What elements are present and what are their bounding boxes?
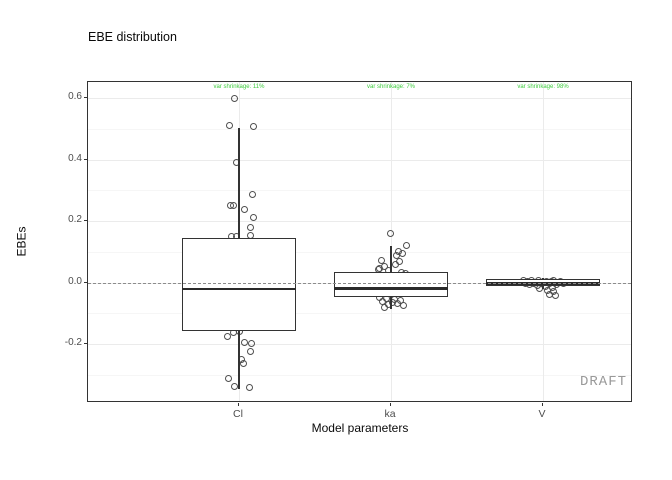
plot-panel: var shrinkage: 11% var shrinkage: 7% var s…: [87, 81, 632, 402]
whisker-lower: [390, 296, 392, 309]
gridline-major: [88, 98, 631, 99]
whisker-lower: [542, 285, 544, 290]
y-tick-label: 0.4: [68, 152, 82, 164]
shrinkage-annotation: var shrinkage: 98%: [517, 84, 569, 90]
y-tick-mark: [84, 281, 87, 283]
zero-reference-line: [88, 282, 631, 284]
y-tick-mark: [84, 158, 87, 160]
jitter-point: [245, 384, 253, 392]
jitter-point: [402, 242, 410, 250]
y-axis-title: EBEs: [14, 226, 29, 257]
x-tick-label: Cl: [233, 408, 243, 420]
boxplot-median: [182, 287, 296, 291]
whisker-lower: [238, 331, 240, 389]
jitter-point: [386, 230, 394, 238]
jitter-point: [246, 223, 254, 231]
gridline-minor: [88, 128, 631, 130]
gridline-minor: [88, 251, 631, 253]
jitter-point: [248, 191, 256, 199]
y-tick-label: -0.2: [64, 337, 82, 348]
jitter-point: [240, 338, 248, 346]
jitter-point: [246, 347, 254, 355]
shrinkage-annotation: var shrinkage: 7%: [366, 84, 416, 90]
x-tick-mark: [238, 403, 239, 406]
whisker-upper: [542, 277, 544, 280]
y-tick-label: 0.2: [68, 214, 82, 225]
jitter-point: [224, 374, 232, 382]
x-tick-mark: [390, 403, 391, 406]
gridline-vertical: [391, 82, 392, 401]
boxplot-box: [182, 237, 296, 332]
jitter-point: [223, 332, 231, 340]
chart-title: EBE distribution: [88, 30, 177, 44]
jitter-point: [380, 303, 388, 311]
jitter-point: [230, 95, 238, 103]
whisker-upper: [390, 245, 392, 273]
x-tick-label: ka: [384, 408, 396, 420]
x-tick-label: V: [538, 408, 546, 420]
draft-watermark: DRAFT: [579, 374, 627, 390]
jitter-point: [391, 260, 399, 268]
jitter-point: [230, 382, 238, 390]
gridline-vertical: [543, 82, 544, 401]
jitter-point: [551, 291, 559, 299]
y-tick-mark: [84, 343, 87, 344]
gridline-major: [88, 221, 631, 222]
gridline-minor: [88, 190, 631, 192]
shrinkage-annotation: var shrinkage: 11%: [213, 84, 265, 90]
y-tick-mark: [84, 97, 87, 98]
boxplot-box: [334, 272, 448, 297]
jitter-point: [247, 339, 255, 347]
jitter-point: [229, 201, 237, 209]
x-axis-title: Model parameters: [311, 421, 409, 435]
gridline-minor: [88, 313, 631, 315]
jitter-point: [239, 359, 247, 367]
y-tick-label: 0.6: [68, 91, 82, 102]
jitter-point: [240, 206, 248, 214]
boxplot-median: [334, 287, 448, 290]
whisker-upper: [238, 128, 240, 238]
jitter-point: [249, 123, 257, 131]
y-tick-mark: [84, 220, 87, 221]
x-tick-mark: [542, 403, 543, 406]
jitter-point: [225, 122, 233, 130]
gridline-major: [88, 159, 631, 161]
jitter-point: [398, 250, 406, 258]
jitter-point: [249, 213, 257, 221]
y-tick-label: 0.0: [68, 275, 82, 287]
gridline-major: [88, 344, 631, 345]
jitter-point: [399, 302, 407, 310]
gridline-minor: [88, 374, 631, 376]
